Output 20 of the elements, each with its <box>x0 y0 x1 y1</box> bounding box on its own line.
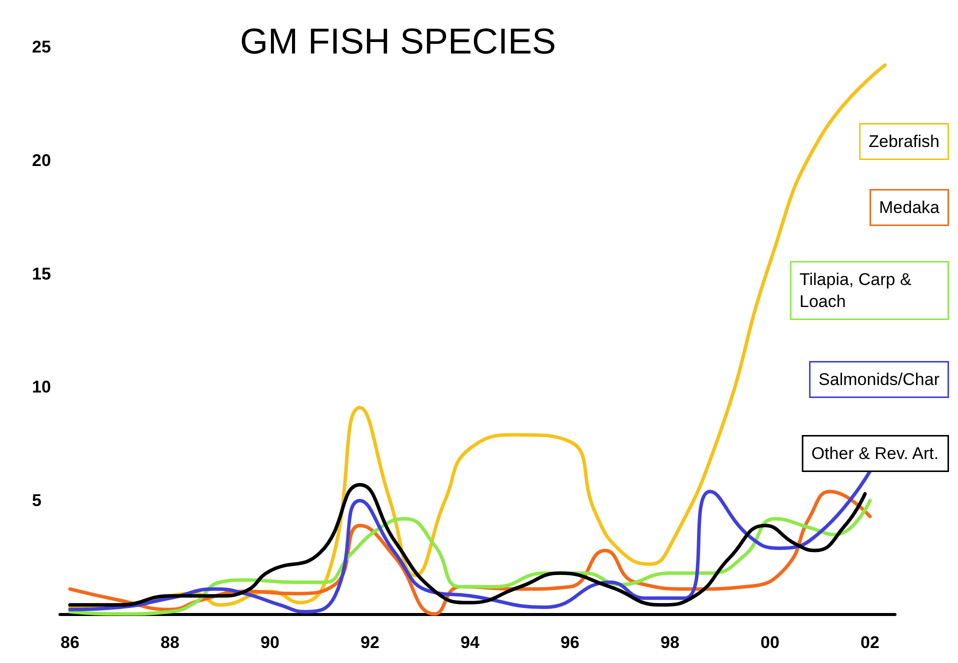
x-tick-label: 02 <box>860 633 880 652</box>
text: Tilapia, Carp & Loach <box>800 270 916 311</box>
text: Medaka <box>879 198 940 217</box>
x-tick-label: 00 <box>760 633 780 652</box>
y-tick-label: 10 <box>32 378 51 397</box>
text: Salmonids/Char <box>818 370 940 389</box>
y-tick-label: 25 <box>32 38 51 56</box>
chart-title: GM FISH SPECIES <box>240 20 556 62</box>
text: Zebrafish <box>868 132 940 151</box>
x-tick-label: 88 <box>160 633 180 652</box>
y-tick-label: 5 <box>32 491 42 510</box>
y-tick-label: 20 <box>32 150 51 170</box>
y-tick-label: 15 <box>32 264 51 284</box>
x-tick-label: 92 <box>360 633 380 652</box>
text: Other & Rev. Art. <box>811 444 939 463</box>
x-tick-label: 94 <box>460 633 480 652</box>
x-tick-label: 98 <box>660 633 680 652</box>
x-tick-label: 86 <box>60 633 80 652</box>
x-tick-label: 96 <box>560 633 580 652</box>
x-tick-label: 90 <box>260 633 280 652</box>
